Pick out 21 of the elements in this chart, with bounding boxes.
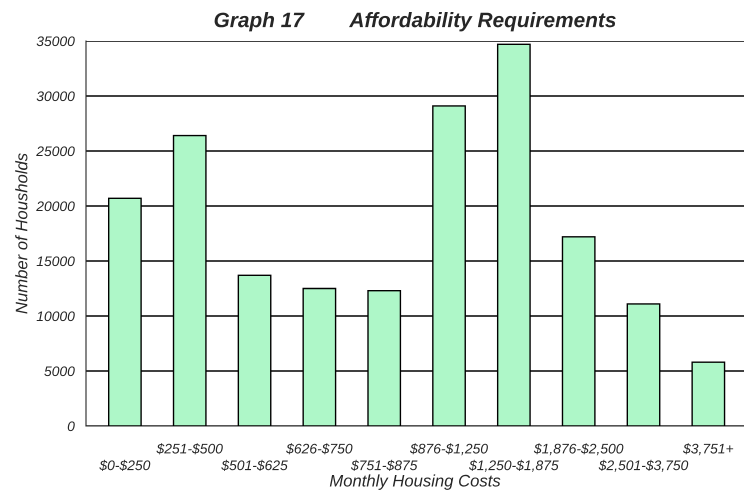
x-tick-label: $751-$875 — [350, 460, 418, 472]
x-tick-label: $626-$750 — [286, 443, 352, 454]
x-tick-label: $501-$625 — [221, 460, 288, 472]
x-tick-label: $3,751+ — [682, 443, 734, 456]
y-tick-label: 15000 — [36, 256, 75, 266]
x-tick-label: $1,876-$2,500 — [534, 443, 624, 456]
y-axis-title: Number of Housholds — [15, 153, 28, 314]
y-tick-label: 20000 — [36, 201, 75, 212]
y-tick-label: 30000 — [36, 91, 75, 102]
y-tick-label: 10000 — [36, 311, 75, 322]
x-tick-label: $0-$250 — [99, 460, 150, 472]
x-tick-label: $251-$500 — [156, 443, 223, 454]
x-tick-label: $876-$1,250 — [410, 443, 488, 456]
x-tick-label: $1,250-$1,875 — [468, 460, 559, 472]
x-tick-label: $2,501-$3,750 — [598, 460, 688, 472]
chart-title: Graph 17 Affordability Requirements — [214, 12, 616, 32]
x-axis-title: Monthly Housing Costs — [330, 474, 500, 490]
y-tick-label: 5000 — [44, 366, 75, 376]
y-tick-label: 35000 — [36, 36, 75, 46]
y-tick-label: 0 — [68, 421, 75, 432]
y-tick-label: 25000 — [36, 146, 75, 156]
